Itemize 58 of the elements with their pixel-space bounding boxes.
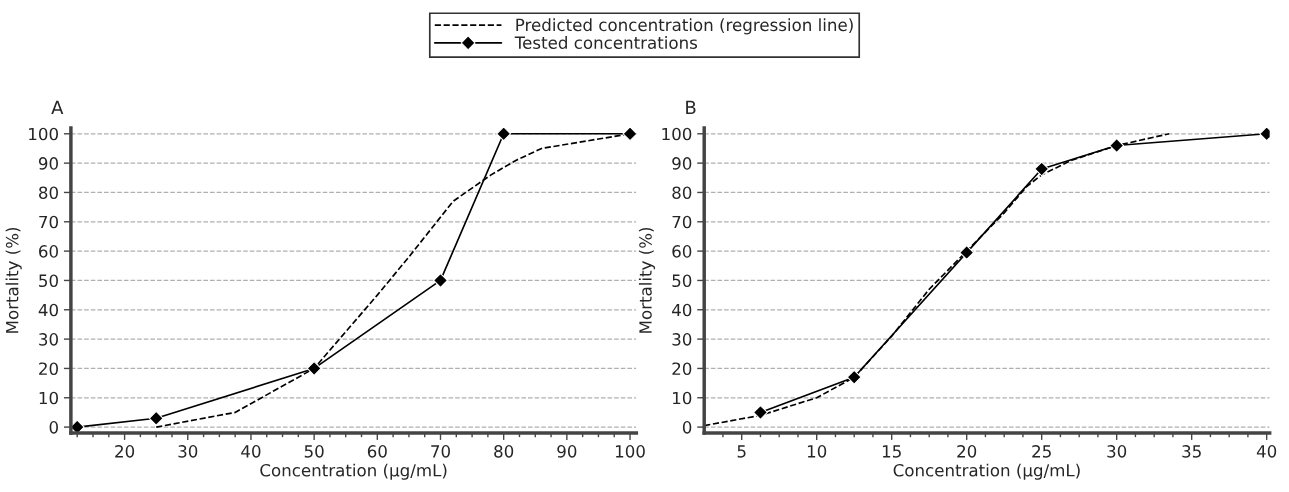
y-tick-label: 100 [29, 127, 58, 141]
point [433, 273, 448, 288]
y-axis-title: Mortality (%) [5, 227, 22, 333]
point [148, 410, 164, 426]
y-tick-label: 10 [39, 391, 58, 405]
y-tick-label: 20 [39, 362, 58, 375]
y-tick-label: 50 [39, 274, 58, 288]
x-tick-label: 25 [1032, 445, 1051, 458]
point [753, 405, 768, 420]
x-tick-label: 80 [494, 445, 514, 458]
chart-title: B [686, 100, 696, 115]
x-tick-label: 30 [178, 445, 198, 458]
x-tick-label: 50 [304, 445, 324, 458]
y-tick-label: 50 [672, 274, 692, 288]
point [1109, 138, 1125, 153]
y-tick-label: 60 [39, 245, 58, 258]
x-tick-label: 90 [557, 445, 577, 458]
x-axis-title: Concentration (µg/mL) [260, 463, 447, 480]
y-tick-label: 100 [662, 127, 692, 141]
point [846, 369, 862, 385]
point [306, 361, 322, 376]
point [70, 419, 85, 433]
point [496, 127, 512, 142]
y-tick-label: 60 [672, 245, 692, 258]
y-tick-label: 40 [672, 303, 692, 317]
y-tick-label: 80 [39, 186, 58, 200]
y-tick-label: 40 [38, 303, 58, 317]
y-tick-label: 30 [672, 333, 692, 346]
x-tick-label: 60 [367, 445, 387, 458]
x-tick-label: 40 [241, 445, 261, 458]
x-tick-label: 30 [1107, 445, 1127, 458]
point [622, 127, 637, 142]
x-tick-label: 35 [1182, 445, 1201, 458]
point [1034, 161, 1050, 177]
point [959, 245, 975, 260]
legend-label: Predicted concentration (regression line) [516, 18, 853, 35]
x-axis-title: Concentration (µg/mL) [893, 463, 1080, 480]
x-tick-label: 15 [882, 445, 901, 458]
y-tick-label: 0 [682, 421, 692, 434]
y-tick-label: 90 [38, 157, 58, 170]
x-tick-label: 10 [807, 445, 827, 458]
x-tick-label: 20 [957, 445, 977, 458]
y-tick-label: 80 [672, 186, 692, 200]
y-tick-label: 70 [39, 215, 58, 229]
x-tick-label: 40 [1256, 445, 1277, 458]
x-tick-label: 5 [737, 445, 746, 458]
y-tick-label: 70 [672, 215, 692, 229]
y-tick-label: 0 [49, 421, 58, 434]
chart-title: A [51, 100, 64, 115]
y-tick-label: 90 [672, 157, 692, 170]
y-tick-label: 10 [673, 391, 692, 405]
legend-label: Tested concentrations [514, 36, 698, 49]
y-tick-label: 20 [672, 362, 692, 375]
y-axis-title: Mortality (%) [638, 227, 656, 333]
x-tick-label: 100 [615, 445, 645, 458]
x-tick-label: 20 [115, 445, 135, 458]
x-tick-label: 70 [431, 445, 450, 458]
y-tick-label: 30 [39, 333, 58, 346]
